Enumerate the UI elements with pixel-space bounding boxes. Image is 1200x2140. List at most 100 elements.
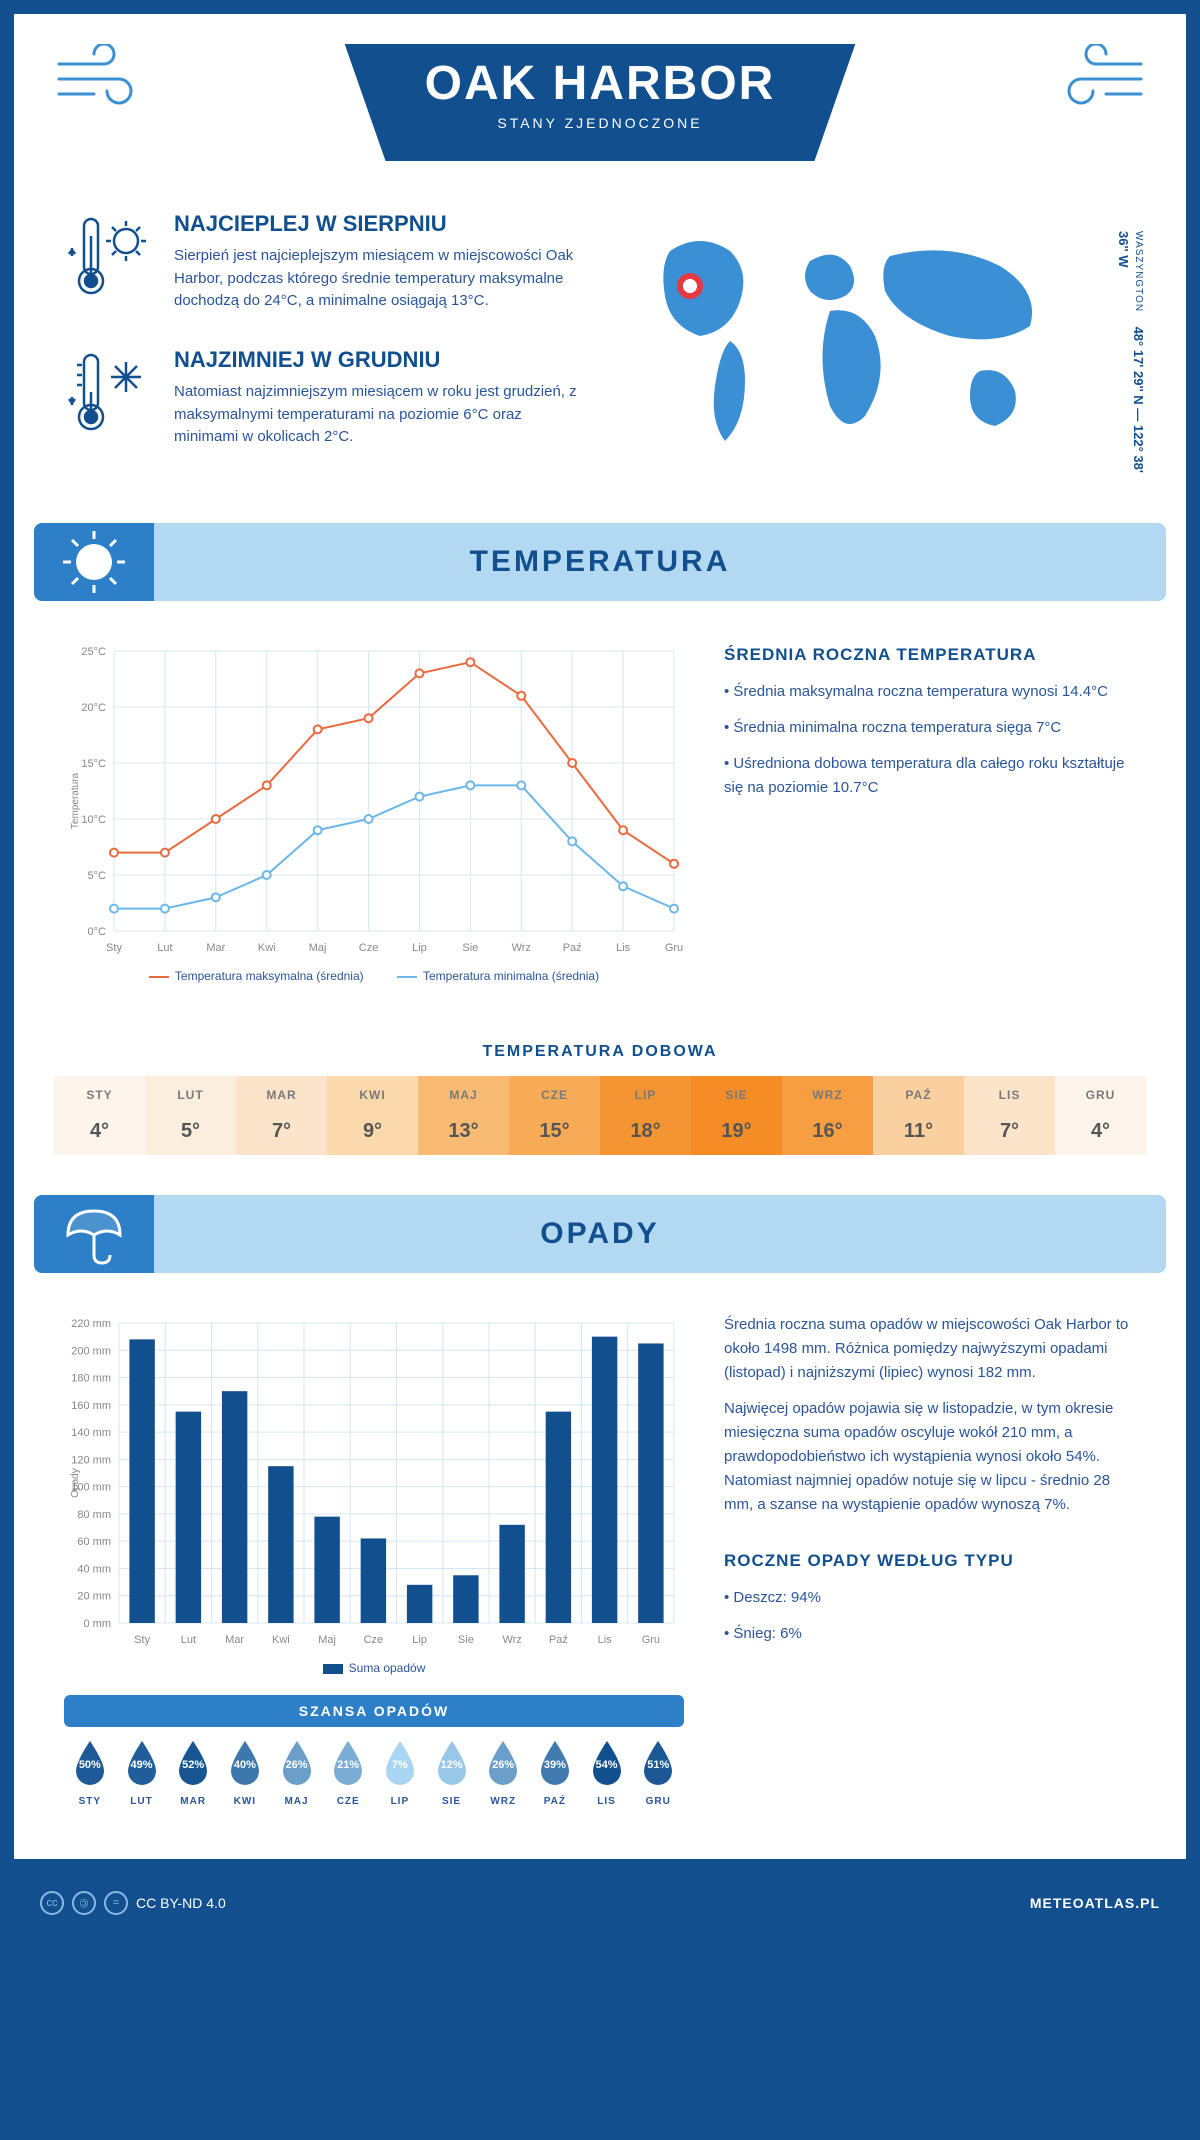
precipitation-summary: Średnia roczna suma opadów w miejscowośc… — [724, 1313, 1136, 1819]
svg-text:Wrz: Wrz — [502, 1634, 521, 1646]
svg-text:140 mm: 140 mm — [71, 1427, 111, 1439]
temperature-section-header: TEMPERATURA — [34, 523, 1166, 601]
svg-text:Maj: Maj — [318, 1634, 336, 1646]
svg-text:Paź: Paź — [563, 942, 582, 954]
svg-text:Gru: Gru — [665, 942, 683, 954]
coldest-block: NAJZIMNIEJ W GRUDNIU Natomiast najzimnie… — [64, 347, 580, 453]
svg-text:20 mm: 20 mm — [77, 1591, 111, 1603]
svg-text:200 mm: 200 mm — [71, 1345, 111, 1357]
rain-chance-cell: 39%PAŹ — [529, 1739, 581, 1807]
svg-text:80 mm: 80 mm — [77, 1509, 111, 1521]
temperature-chart-row: 0°C5°C10°C15°C20°C25°CStyLutMarKwiMajCze… — [14, 601, 1186, 1023]
svg-text:120 mm: 120 mm — [71, 1454, 111, 1466]
svg-text:Lut: Lut — [157, 942, 172, 954]
svg-text:10°C: 10°C — [81, 814, 106, 826]
region-label: WASZYNGTON — [1133, 231, 1144, 312]
rain-chance-cell: 54%LIS — [581, 1739, 633, 1807]
rain-chance-cell: 50%STY — [64, 1739, 116, 1807]
daily-temp-cell: LUT5° — [145, 1076, 236, 1155]
license: cc 🄯 = CC BY-ND 4.0 — [40, 1891, 226, 1915]
svg-text:Gru: Gru — [642, 1634, 660, 1646]
svg-text:60 mm: 60 mm — [77, 1536, 111, 1548]
daily-temp-cell: SIE19° — [691, 1076, 782, 1155]
intro-text-column: NAJCIEPLEJ W SIERPNIU Sierpień jest najc… — [64, 211, 580, 483]
svg-text:160 mm: 160 mm — [71, 1400, 111, 1412]
daily-temp-title: TEMPERATURA DOBOWA — [14, 1043, 1186, 1061]
rain-chance-cell: 7%LIP — [374, 1739, 426, 1807]
svg-text:Lip: Lip — [412, 942, 427, 954]
daily-temp-cell: LIS7° — [964, 1076, 1055, 1155]
svg-text:Mar: Mar — [206, 942, 225, 954]
nd-icon: = — [104, 1891, 128, 1915]
daily-temp-cell: KWI9° — [327, 1076, 418, 1155]
svg-text:Kwi: Kwi — [272, 1634, 290, 1646]
svg-text:25°C: 25°C — [81, 646, 106, 658]
sun-icon — [34, 523, 154, 601]
svg-text:5°C: 5°C — [88, 870, 107, 882]
daily-temp-cell: GRU4° — [1055, 1076, 1146, 1155]
rain-chance-cell: 26%MAJ — [271, 1739, 323, 1807]
chart-legend: Temperatura maksymalna (średnia) Tempera… — [64, 969, 684, 983]
warmest-text: Sierpień jest najcieplejszym miesiącem w… — [174, 245, 580, 313]
wind-icon — [1046, 44, 1146, 128]
coldest-text: Natomiast najzimniejszym miesiącem w rok… — [174, 381, 580, 449]
svg-text:180 mm: 180 mm — [71, 1373, 111, 1385]
daily-temp-grid: STY4°LUT5°MAR7°KWI9°MAJ13°CZE15°LIP18°SI… — [54, 1076, 1146, 1155]
svg-text:Cze: Cze — [359, 942, 379, 954]
by-icon: 🄯 — [72, 1891, 96, 1915]
rain-chance-cell: 21%CZE — [322, 1739, 374, 1807]
map-column: WASZYNGTON 48° 17' 29'' N — 122° 38' 36'… — [620, 211, 1136, 483]
daily-temp-cell: MAR7° — [236, 1076, 327, 1155]
svg-text:Sie: Sie — [458, 1634, 474, 1646]
svg-text:Lut: Lut — [181, 1634, 196, 1646]
svg-text:20°C: 20°C — [81, 702, 106, 714]
svg-text:Opady: Opady — [70, 1468, 81, 1497]
svg-text:Sty: Sty — [134, 1634, 150, 1646]
wind-icon — [54, 44, 154, 128]
svg-text:40 mm: 40 mm — [77, 1563, 111, 1575]
daily-temp-cell: STY4° — [54, 1076, 145, 1155]
svg-text:Lis: Lis — [598, 1634, 613, 1646]
daily-temp-cell: CZE15° — [509, 1076, 600, 1155]
daily-temp-cell: LIP18° — [600, 1076, 691, 1155]
svg-text:Cze: Cze — [364, 1634, 384, 1646]
daily-temp-cell: PAŹ11° — [873, 1076, 964, 1155]
cc-icon: cc — [40, 1891, 64, 1915]
daily-temp-cell: WRZ16° — [782, 1076, 873, 1155]
svg-text:Wrz: Wrz — [512, 942, 531, 954]
bullet-item: • Uśredniona dobowa temperatura dla całe… — [724, 752, 1136, 800]
intro-section: NAJCIEPLEJ W SIERPNIU Sierpień jest najc… — [14, 211, 1186, 523]
bullet-item: • Średnia minimalna roczna temperatura s… — [724, 716, 1136, 740]
daily-temp-cell: MAJ13° — [418, 1076, 509, 1155]
brand-label: METEOATLAS.PL — [1030, 1895, 1160, 1911]
umbrella-icon — [34, 1195, 154, 1273]
svg-text:Lis: Lis — [616, 942, 631, 954]
precipitation-bar-chart: 0 mm20 mm40 mm60 mm80 mm100 mm120 mm140 … — [64, 1313, 684, 1819]
svg-text:Maj: Maj — [309, 942, 327, 954]
page-title: OAK HARBOR — [425, 56, 776, 111]
rain-chance-cell: 12%SIE — [426, 1739, 478, 1807]
temperature-summary: ŚREDNIA ROCZNA TEMPERATURA • Średnia mak… — [724, 641, 1136, 983]
precipitation-chart-row: 0 mm20 mm40 mm60 mm80 mm100 mm120 mm140 … — [14, 1273, 1186, 1859]
infographic-page: OAK HARBOR STANY ZJEDNOCZONE NAJCIEPLEJ … — [0, 0, 1200, 1873]
rain-chance-panel: SZANSA OPADÓW 50%STY49%LUT52%MAR40%KWI26… — [64, 1695, 684, 1819]
bullet-item: • Średnia maksymalna roczna temperatura … — [724, 680, 1136, 704]
svg-text:Sty: Sty — [106, 942, 122, 954]
header: OAK HARBOR STANY ZJEDNOCZONE — [14, 14, 1186, 211]
bullet-item: • Deszcz: 94% — [724, 1586, 1136, 1610]
svg-text:Paź: Paź — [549, 1634, 568, 1646]
svg-text:Temperatura: Temperatura — [70, 772, 81, 829]
warmest-block: NAJCIEPLEJ W SIERPNIU Sierpień jest najc… — [64, 211, 580, 317]
thermometer-snow-icon — [64, 347, 154, 453]
page-subtitle: STANY ZJEDNOCZONE — [425, 115, 776, 131]
rain-chance-cell: 49%LUT — [116, 1739, 168, 1807]
warmest-title: NAJCIEPLEJ W SIERPNIU — [174, 211, 580, 237]
svg-text:Sie: Sie — [462, 942, 478, 954]
svg-text:220 mm: 220 mm — [71, 1318, 111, 1330]
svg-text:Kwi: Kwi — [258, 942, 276, 954]
svg-text:0 mm: 0 mm — [84, 1618, 112, 1630]
thermometer-sun-icon — [64, 211, 154, 317]
chart-legend: Suma opadów — [64, 1661, 684, 1675]
precipitation-section-header: OPADY — [34, 1195, 1166, 1273]
temperature-line-chart: 0°C5°C10°C15°C20°C25°CStyLutMarKwiMajCze… — [64, 641, 684, 983]
